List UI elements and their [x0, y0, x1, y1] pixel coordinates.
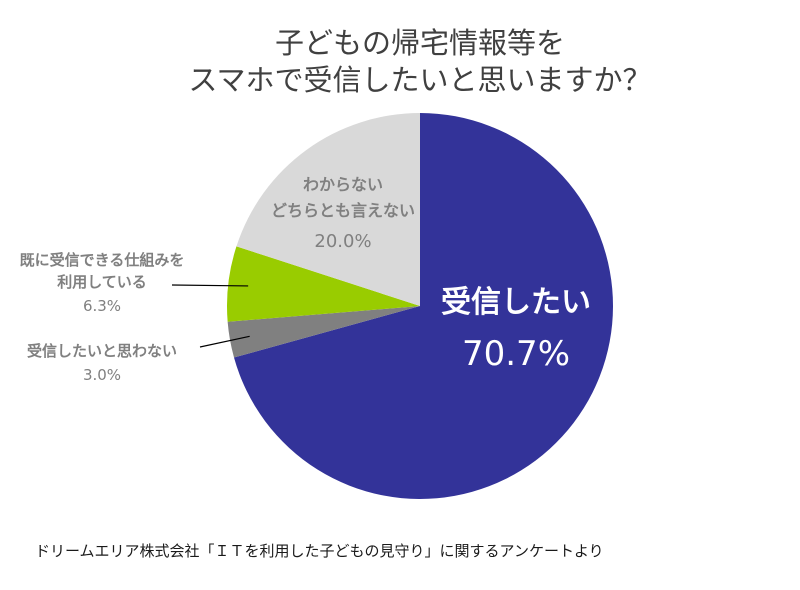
leader-line-not-receive: [199, 335, 250, 348]
slice-label-receive: 受信したい: [441, 285, 591, 320]
slice-label-unknown-2: どちらとも言えない: [271, 201, 415, 220]
slice-value-already-using: 6.3%: [83, 297, 121, 315]
pie-slices: [227, 113, 613, 499]
slice-label-already-using-2: 利用している: [57, 273, 147, 291]
source-note: ドリームエリア株式会社「ＩＴを利用した子どもの見守り」に関するアンケートより: [35, 542, 604, 560]
slice-value-receive: 70.7%: [462, 334, 570, 374]
slice-unknown: [236, 113, 420, 306]
leader-line-already-using: [171, 284, 249, 287]
chart-title-line-2: スマホで受信したいと思いますか？: [188, 63, 651, 97]
slice-not-receive: [227, 306, 420, 358]
slice-label-unknown-1: わからない: [303, 175, 383, 194]
chart-title-line-1: 子どもの帰宅情報等を: [275, 26, 565, 60]
slice-label-not-receive: 受信したいと思わない: [27, 342, 177, 360]
leader-lines: [171, 284, 250, 348]
slice-label-already-using-1: 既に受信できる仕組みを: [20, 251, 185, 269]
slice-value-not-receive: 3.0%: [83, 366, 121, 384]
slice-receive: [234, 113, 613, 499]
slice-value-unknown: 20.0%: [314, 231, 371, 252]
slice-already-using: [227, 246, 420, 322]
